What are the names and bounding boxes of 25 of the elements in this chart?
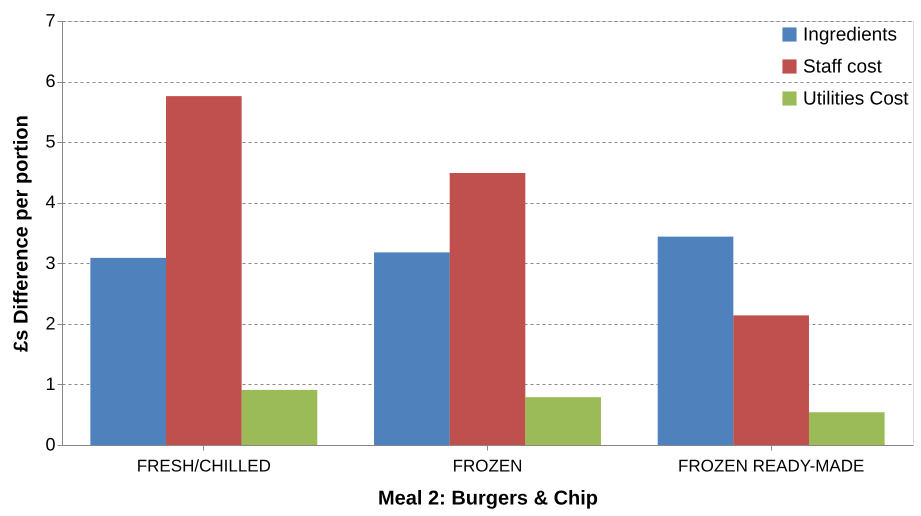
y-tick-label: 4 [45,192,56,212]
bar [658,236,734,445]
x-tick-label: FROZEN [452,456,522,476]
y-tick-label: 6 [45,71,56,92]
bar [733,315,809,445]
y-axis-title: £s Difference per portion [10,115,32,352]
bar [242,390,318,445]
bar [450,173,526,445]
y-tick-label: 3 [45,252,56,273]
y-tick-label: 1 [45,374,56,394]
legend-label: Utilities Cost [803,88,910,110]
y-tick-label: 7 [45,10,56,30]
legend-label: Ingredients [803,24,898,46]
y-tick-label: 5 [45,132,56,152]
y-tick-label: 0 [45,434,56,454]
y-tick-label: 2 [45,313,56,334]
legend-label: Staff cost [803,56,883,78]
bar [166,96,242,445]
bar [808,412,885,445]
bar [90,258,166,445]
x-axis-title: Meal 2: Burgers & Chip [378,488,598,510]
bar [525,397,601,445]
bar [374,252,450,445]
x-tick-label: FRESH/CHILLED [136,456,271,476]
x-tick-label: FROZEN READY-MADE [678,456,864,476]
